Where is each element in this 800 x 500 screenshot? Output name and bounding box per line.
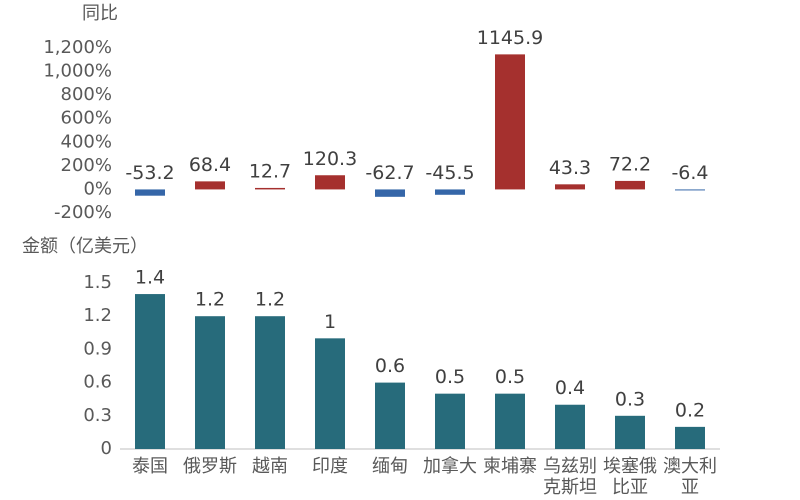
bar xyxy=(255,316,285,449)
y-tick-label: 1,000% xyxy=(43,61,112,82)
data-label: 1.4 xyxy=(135,267,165,289)
x-tick-label: 乌兹别克斯坦 xyxy=(543,456,597,498)
data-label: 72.2 xyxy=(609,153,651,175)
data-label: -6.4 xyxy=(671,162,708,184)
y-tick-label: 0 xyxy=(101,438,112,459)
data-label: 0.5 xyxy=(495,366,525,388)
y-tick-label: 800% xyxy=(61,84,112,105)
bar xyxy=(615,180,645,190)
x-tick-label: 澳大利亚 xyxy=(663,456,717,498)
bar xyxy=(375,189,405,197)
x-tick-label: 埃塞俄比亚 xyxy=(603,456,657,498)
bar xyxy=(675,426,705,449)
data-label: 120.3 xyxy=(303,148,357,170)
data-label: -45.5 xyxy=(425,162,474,184)
y-tick-label: 1.5 xyxy=(83,272,112,293)
bar xyxy=(615,415,645,449)
data-label: 0.3 xyxy=(615,388,645,410)
y-tick-label: 1.2 xyxy=(83,305,112,326)
bar xyxy=(495,393,525,449)
x-tick-label: 越南 xyxy=(252,456,288,477)
bar xyxy=(255,187,285,190)
data-label: 1 xyxy=(324,311,336,333)
bar xyxy=(675,189,705,191)
data-label: 68.4 xyxy=(189,154,231,176)
x-tick-label: 加拿大 xyxy=(423,455,477,477)
y-tick-label: 600% xyxy=(61,108,112,129)
bar xyxy=(555,184,585,190)
bar xyxy=(135,189,165,196)
data-label: 1145.9 xyxy=(477,27,543,49)
data-label: -62.7 xyxy=(365,162,414,184)
data-label: 12.7 xyxy=(249,160,291,182)
bar xyxy=(195,316,225,449)
x-tick-label: 柬埔寨 xyxy=(483,456,537,477)
bar xyxy=(555,404,585,449)
data-label: 0.6 xyxy=(375,355,405,377)
x-tick-label: 泰国 xyxy=(132,456,168,477)
data-label: 0.4 xyxy=(555,377,585,399)
data-label: 1.2 xyxy=(255,289,285,311)
y-tick-label: 1,200% xyxy=(43,37,112,58)
y-tick-label: -200% xyxy=(54,202,112,223)
x-tick-label: 印度 xyxy=(312,456,348,477)
x-tick-label: 俄罗斯 xyxy=(183,456,237,477)
bar xyxy=(435,189,465,195)
y-tick-label: 0.3 xyxy=(83,405,112,426)
bar xyxy=(135,294,165,449)
bar xyxy=(315,338,345,449)
y-tick-label: 0% xyxy=(83,178,112,199)
chart-title: 同比 xyxy=(82,3,118,24)
bar xyxy=(435,393,465,449)
chart-title: 金额（亿美元） xyxy=(22,236,148,257)
bar xyxy=(495,54,525,190)
y-tick-label: 0.6 xyxy=(83,372,112,393)
data-label: -53.2 xyxy=(125,162,174,184)
data-label: 1.2 xyxy=(195,289,225,311)
data-label: 43.3 xyxy=(549,157,591,179)
bar xyxy=(195,181,225,190)
y-tick-label: 0.9 xyxy=(83,338,112,359)
x-tick-label: 缅甸 xyxy=(372,456,408,477)
bar xyxy=(375,382,405,449)
data-label: 0.2 xyxy=(675,399,705,421)
y-tick-label: 400% xyxy=(61,131,112,152)
data-label: 0.5 xyxy=(435,366,465,388)
bar xyxy=(315,175,345,190)
y-tick-label: 200% xyxy=(61,155,112,176)
